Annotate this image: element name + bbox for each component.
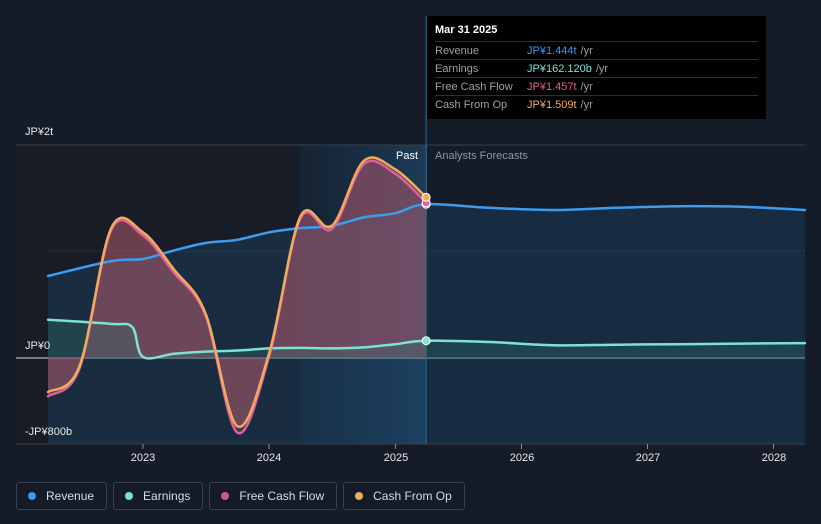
x-tick-label: 2025 xyxy=(383,452,409,464)
revenue-area xyxy=(48,204,805,444)
earnings-line xyxy=(46,318,807,360)
free-cash-flow-area xyxy=(48,160,427,434)
legend-label: Earnings xyxy=(143,489,191,503)
x-tick-label: 2028 xyxy=(761,452,787,464)
tooltip-row-unit: /yr xyxy=(580,44,593,57)
tooltip-row-unit: /yr xyxy=(580,98,593,111)
y-tick-label: -JP¥800b xyxy=(25,426,73,438)
tooltip-row-value: JP¥1.457t xyxy=(527,80,577,93)
past-highlight-band xyxy=(300,145,427,444)
legend-label: Cash From Op xyxy=(373,489,452,503)
tooltip-row-value: JP¥1.444t xyxy=(527,44,577,57)
legend-item-cash-from-op[interactable]: Cash From Op xyxy=(343,482,465,510)
x-tick-label: 2024 xyxy=(256,452,282,464)
cash-from-op-area xyxy=(48,157,427,427)
tooltip-row-unit: /yr xyxy=(595,62,609,75)
x-tick-label: 2026 xyxy=(509,452,535,464)
tooltip-row-earnings: Earnings JP¥162.120b /yr xyxy=(435,59,758,77)
legend-item-revenue[interactable]: Revenue xyxy=(16,482,108,510)
y-tick-label: JP¥2t xyxy=(25,126,54,138)
cash-from-op-line xyxy=(46,156,428,428)
tooltip-row-fcf: Free Cash Flow JP¥1.457t /yr xyxy=(435,77,758,95)
legend-item-free-cash-flow[interactable]: Free Cash Flow xyxy=(209,482,338,510)
legend-dot-icon xyxy=(28,492,36,500)
past-label: Past xyxy=(396,150,419,162)
tooltip-date: Mar 31 2025 xyxy=(435,24,498,36)
tooltip: Mar 31 2025 Revenue JP¥1.444t /yr Earnin… xyxy=(427,16,766,119)
tooltip-row-unit: /yr xyxy=(580,80,593,93)
earnings-point xyxy=(421,336,431,346)
legend-label: Revenue xyxy=(46,489,95,503)
past-dark-band xyxy=(16,145,300,444)
legend-dot-icon xyxy=(355,492,364,500)
forecast-label: Analysts Forecasts xyxy=(435,150,528,162)
tooltip-row-value: JP¥162.120b xyxy=(527,62,592,75)
legend-item-earnings[interactable]: Earnings xyxy=(113,482,204,510)
tooltip-row-name: Revenue xyxy=(435,44,480,57)
tooltip-row-name: Earnings xyxy=(435,62,479,75)
tooltip-row-cfo: Cash From Op JP¥1.509t /yr xyxy=(435,95,758,113)
legend-dot-icon xyxy=(221,492,230,500)
x-tick-label: 2027 xyxy=(635,452,661,464)
tooltip-row-revenue: Revenue JP¥1.444t /yr xyxy=(435,41,758,59)
cash-from-op-point xyxy=(421,192,431,202)
x-tick-label: 2023 xyxy=(130,452,156,464)
legend-label: Free Cash Flow xyxy=(239,489,325,503)
tooltip-row-name: Cash From Op xyxy=(435,98,508,111)
legend-dot-icon xyxy=(125,492,134,500)
tooltip-row-value: JP¥1.509t xyxy=(527,98,577,111)
tooltip-row-name: Free Cash Flow xyxy=(435,80,513,93)
y-tick-label: JP¥0 xyxy=(25,340,51,352)
forecast-area xyxy=(427,145,805,444)
legend: Revenue Earnings Free Cash Flow Cash Fro… xyxy=(16,482,465,510)
earnings-area xyxy=(48,319,805,359)
revenue-line xyxy=(46,202,807,278)
